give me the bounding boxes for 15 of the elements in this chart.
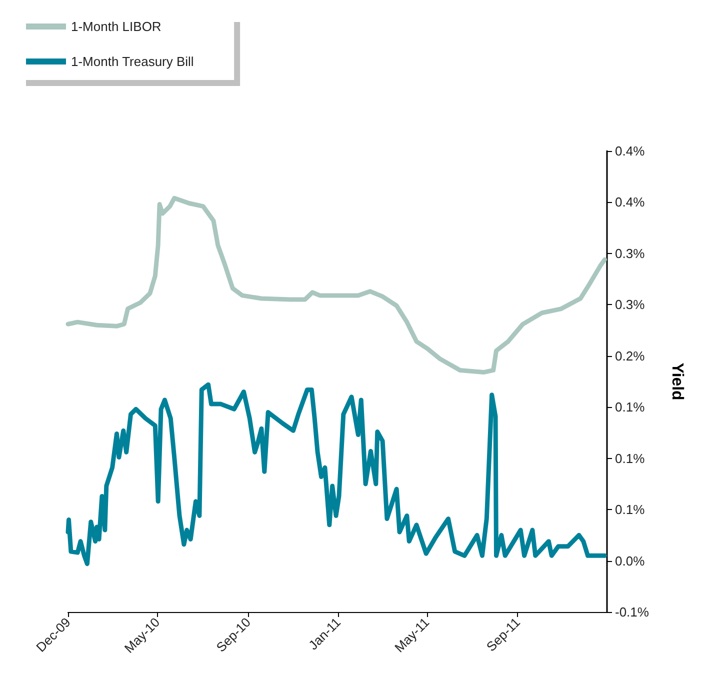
line-series — [66, 382, 608, 566]
y-tick-label: 0.3% — [615, 297, 646, 312]
y-axis-title: Yield — [668, 362, 686, 400]
y-tick-label: 0.4% — [615, 144, 646, 158]
y-tick-label: 0.4% — [615, 194, 646, 210]
y-tick-label: 0.1% — [615, 450, 646, 466]
y-tick-label: 0.0% — [615, 553, 646, 568]
legend-label: 1-Month LIBOR — [71, 19, 162, 34]
y-tick-label: 0.3% — [615, 246, 646, 261]
legend-label: 1-Month Treasury Bill — [71, 54, 194, 69]
y-tick-label: 0.2% — [615, 348, 646, 364]
y-tick-label: 0.1% — [615, 502, 646, 518]
y-tick-label: -0.1% — [615, 604, 650, 620]
line-series — [66, 196, 608, 375]
y-tick-label: 0.1% — [615, 400, 646, 415]
